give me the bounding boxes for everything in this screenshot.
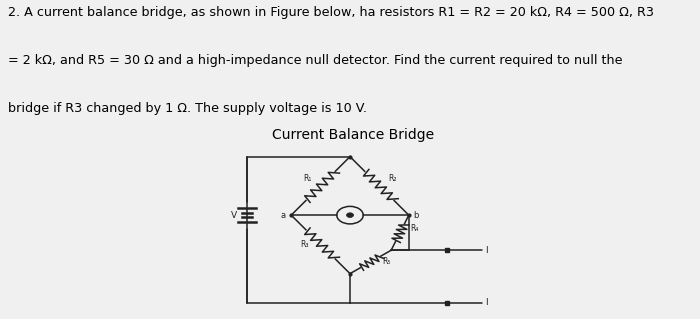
- Text: I: I: [485, 298, 488, 308]
- Text: R₃: R₃: [300, 240, 309, 249]
- Text: b: b: [413, 211, 419, 220]
- Text: V: V: [231, 211, 237, 220]
- Circle shape: [346, 213, 354, 218]
- Text: R₂: R₂: [389, 174, 397, 183]
- Text: = 2 kΩ, and R5 = 30 Ω and a high-impedance null detector. Find the current requi: = 2 kΩ, and R5 = 30 Ω and a high-impedan…: [8, 54, 623, 67]
- Text: a: a: [281, 211, 286, 220]
- Text: 2. A current balance bridge, as shown in Figure below, ha resistors R1 = R2 = 20: 2. A current balance bridge, as shown in…: [8, 6, 654, 19]
- Text: R₄: R₄: [410, 224, 419, 233]
- Text: R₁: R₁: [303, 174, 312, 183]
- Text: I: I: [485, 246, 488, 255]
- Text: Current Balance Bridge: Current Balance Bridge: [272, 128, 435, 142]
- Text: bridge if R3 changed by 1 Ω. The supply voltage is 10 V.: bridge if R3 changed by 1 Ω. The supply …: [8, 102, 368, 115]
- Text: R₅: R₅: [382, 257, 391, 266]
